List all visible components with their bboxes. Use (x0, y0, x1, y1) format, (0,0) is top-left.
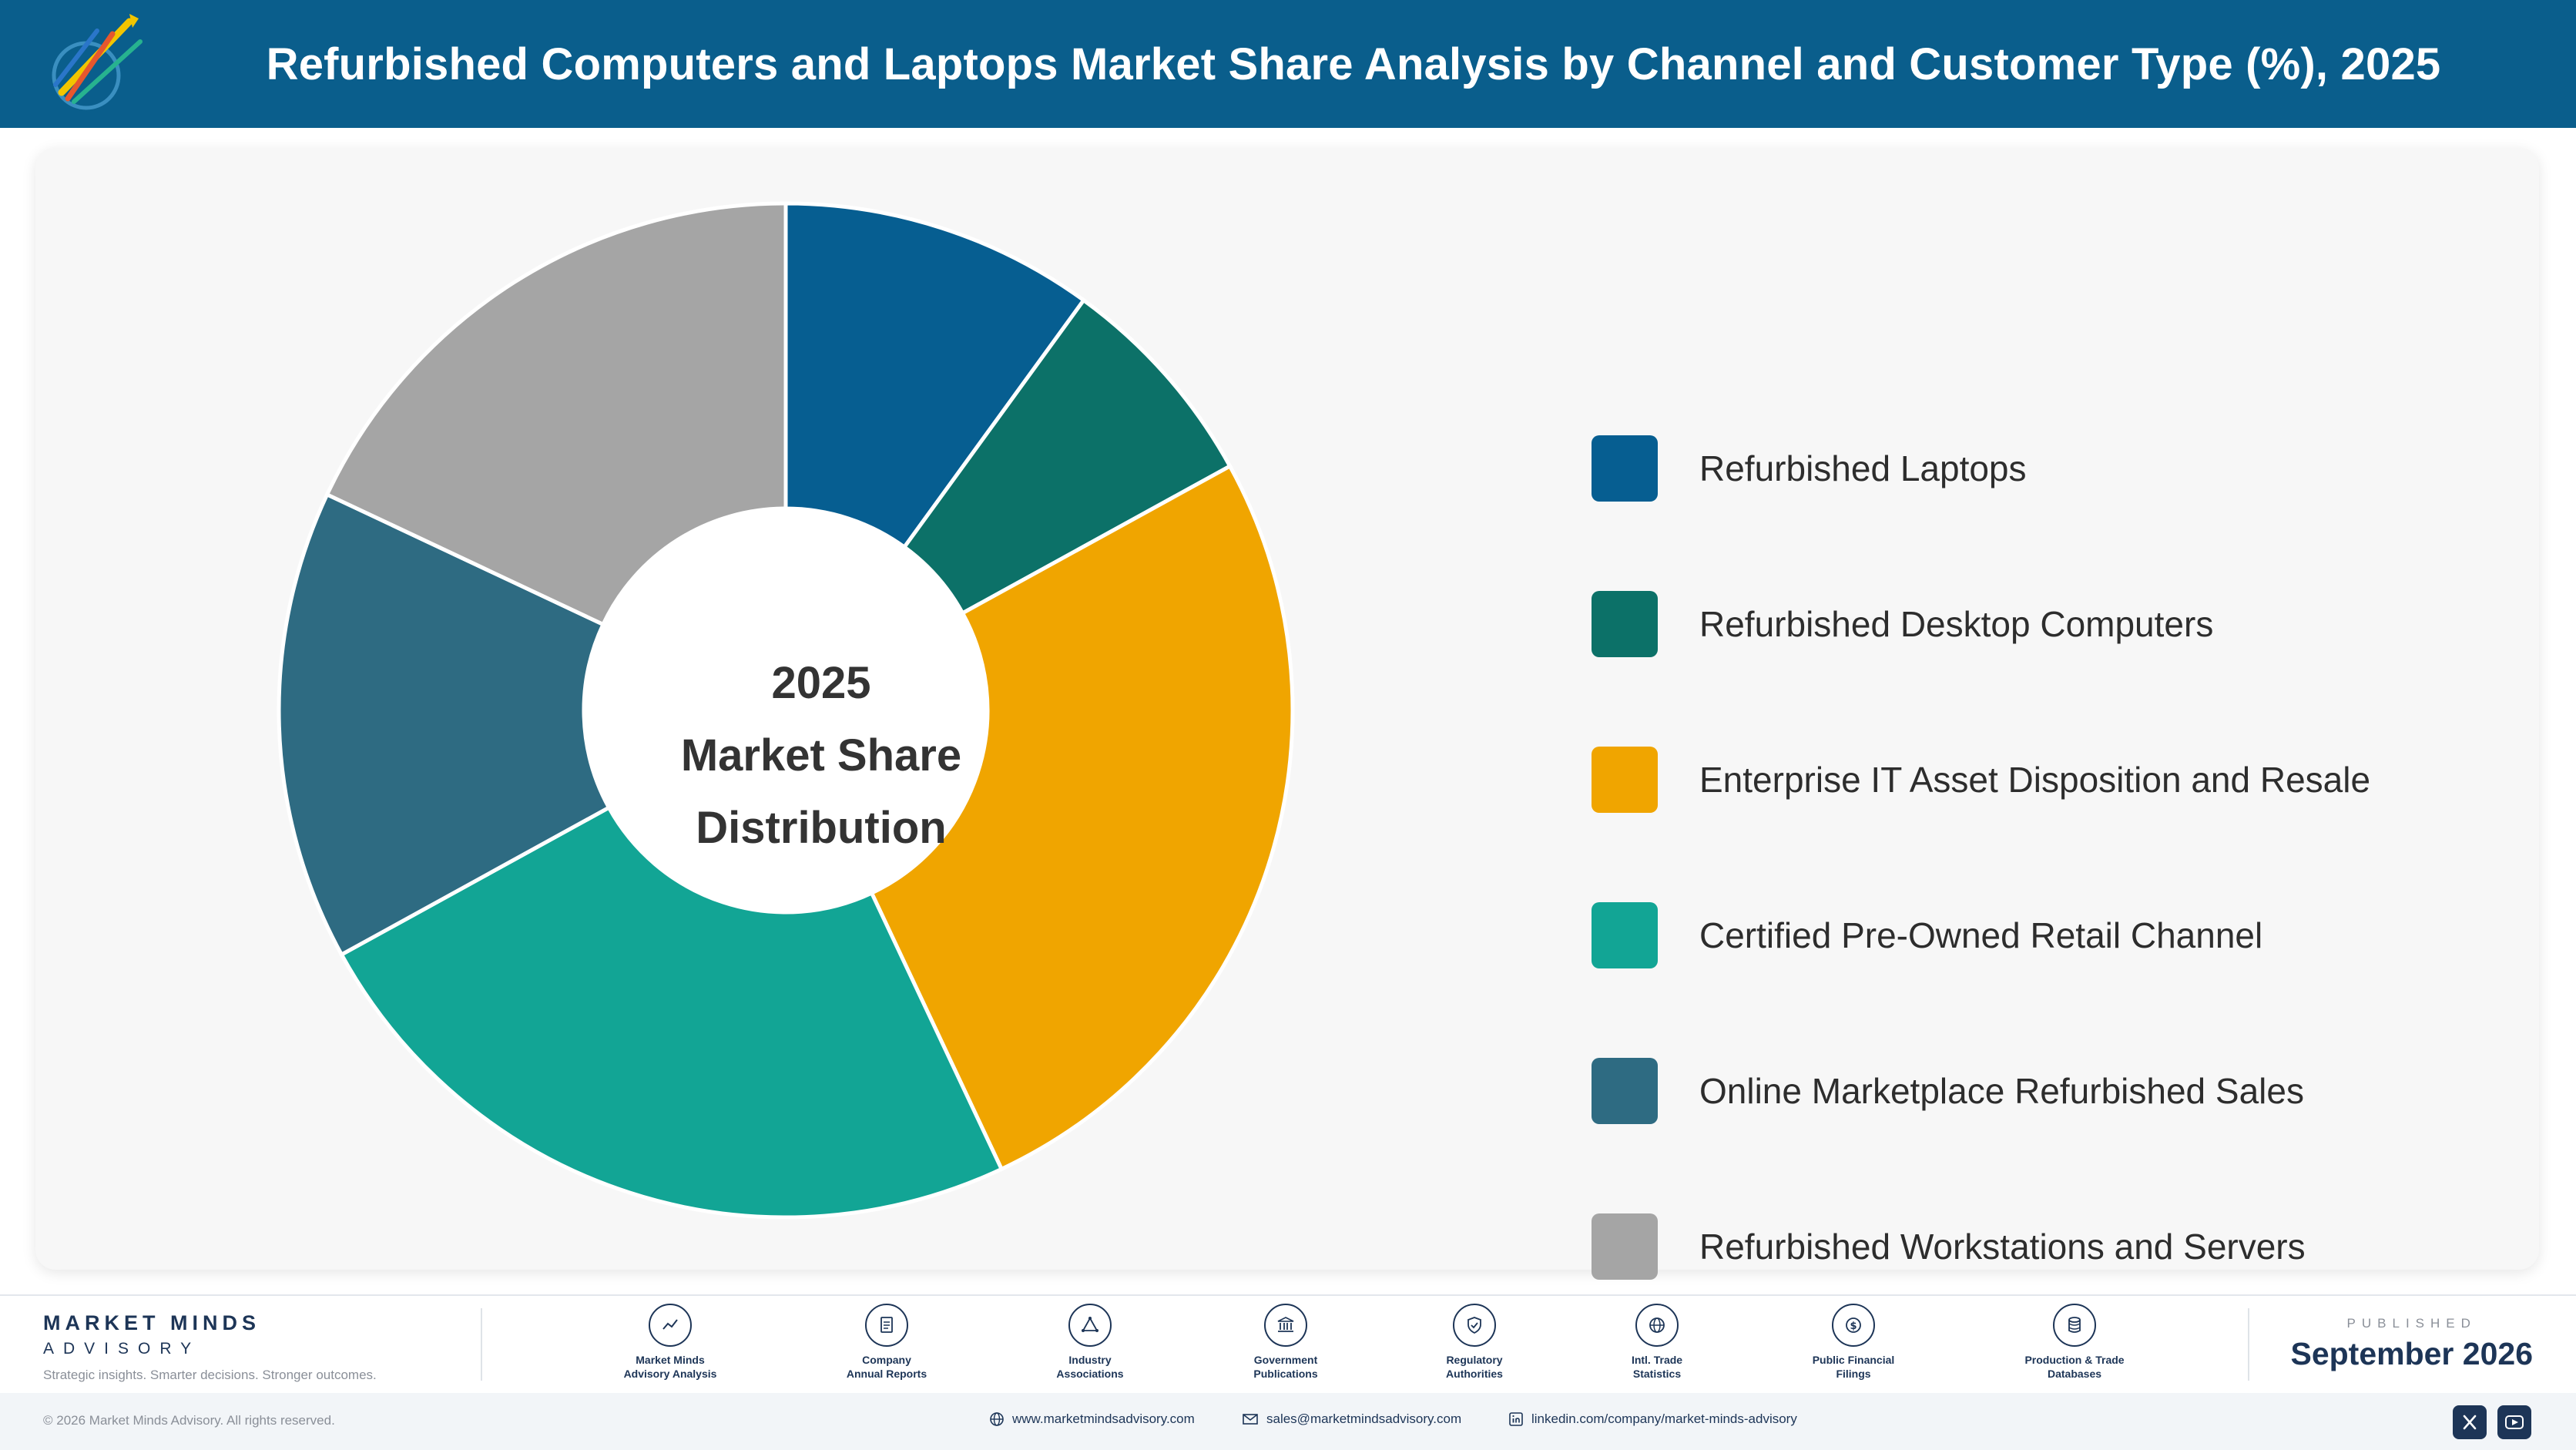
source-item: Market Minds Advisory Analysis (585, 1304, 755, 1381)
source-label: Market Minds Advisory Analysis (623, 1354, 717, 1380)
network-icon (1082, 1317, 1098, 1332)
legend-label: Refurbished Laptops (1699, 448, 2027, 488)
footer-brand: MARKET MINDS ADVISORY Strategic insights… (43, 1311, 377, 1383)
brand-name: MARKET MINDS (43, 1311, 260, 1334)
legend-label: Refurbished Workstations and Servers (1699, 1227, 2306, 1267)
brand-subtitle: ADVISORY (43, 1340, 201, 1358)
legend-label: Certified Pre-Owned Retail Channel (1699, 915, 2263, 955)
website-text: www.marketmindsadvisory.com (1012, 1411, 1195, 1426)
source-item: Production & Trade Databases (1990, 1304, 2159, 1381)
legend-label: Enterprise IT Asset Disposition and Resa… (1699, 760, 2371, 800)
legend-item: Refurbished Desktop Computers (1592, 590, 2516, 658)
document-icon (880, 1317, 893, 1333)
video-play-icon (2505, 1415, 2524, 1429)
globe-icon (990, 1412, 1004, 1426)
copyright-text: © 2026 Market Minds Advisory. All rights… (43, 1413, 335, 1428)
shield-check-icon (1467, 1317, 1481, 1334)
globe-icon (1649, 1317, 1665, 1333)
legend-item: Online Marketplace Refurbished Sales (1592, 1057, 2516, 1125)
footer: MARKET MINDS ADVISORY Strategic insights… (0, 1294, 2576, 1450)
legend-swatch (1592, 1058, 1658, 1124)
footer-divider-left (481, 1308, 482, 1381)
source-item: Company Annual Reports (802, 1304, 971, 1381)
donut-center-hole (584, 509, 988, 912)
linkedin-text: linkedin.com/company/market-minds-adviso… (1531, 1411, 1797, 1426)
legend-swatch (1592, 747, 1658, 813)
source-item: Intl. Trade Statistics (1572, 1304, 1742, 1381)
source-label: Industry Associations (1056, 1354, 1124, 1380)
source-item: Government Publications (1201, 1304, 1370, 1381)
source-label: Production & Trade Databases (2024, 1354, 2125, 1380)
email-text: sales@marketmindsadvisory.com (1266, 1411, 1462, 1426)
legend-swatch (1592, 1213, 1658, 1280)
center-label-year: 2025 (771, 658, 871, 708)
published-date: September 2026 (2290, 1336, 2533, 1371)
x-logo-icon (2463, 1415, 2477, 1430)
source-item: $ Public Financial Filings (1769, 1304, 1938, 1381)
source-label: Company Annual Reports (846, 1354, 927, 1380)
source-item: Regulatory Authorities (1390, 1304, 1559, 1381)
chart-line-icon (662, 1319, 678, 1330)
company-logo-icon (52, 14, 143, 110)
footer-divider-right (2248, 1308, 2249, 1381)
center-label-line2: Market Share (680, 730, 962, 780)
x-social-button[interactable] (2453, 1405, 2487, 1439)
dollar-coin-icon: $ (1846, 1317, 1861, 1333)
linkedin-link[interactable]: linkedin.com/company/market-minds-adviso… (1508, 1411, 1797, 1427)
data-sources-row: Market Minds Advisory Analysis Company An… (0, 1304, 2576, 1388)
published-block: PUBLISHED September 2026 (2290, 1316, 2533, 1372)
legend-swatch (1592, 591, 1658, 657)
header-bar: Refurbished Computers and Laptops Market… (0, 0, 2576, 128)
donut-chart (277, 201, 1295, 1220)
website-link[interactable]: www.marketmindsadvisory.com (989, 1411, 1195, 1427)
legend-swatch (1592, 435, 1658, 502)
chart-card: 2025 Market Share Distribution Refurbish… (35, 148, 2539, 1280)
chart-center-label: 2025 Market Share Distribution (621, 647, 1021, 864)
brand-tagline: Strategic insights. Smarter decisions. S… (43, 1368, 377, 1382)
legend-label: Online Marketplace Refurbished Sales (1699, 1071, 2304, 1111)
page-title: Refurbished Computers and Laptops Market… (266, 39, 2441, 89)
source-item: Industry Associations (1005, 1304, 1175, 1381)
envelope-icon (1243, 1414, 1258, 1425)
linkedin-icon (1509, 1412, 1523, 1426)
email-link[interactable]: sales@marketmindsadvisory.com (1242, 1411, 1461, 1427)
source-label: Public Financial Filings (1812, 1354, 1895, 1380)
legend-item: Enterprise IT Asset Disposition and Resa… (1592, 746, 2516, 814)
source-label: Regulatory Authorities (1446, 1354, 1503, 1380)
legend-swatch (1592, 902, 1658, 968)
published-label: PUBLISHED (2346, 1316, 2477, 1331)
government-building-icon (1277, 1317, 1294, 1332)
source-label: Intl. Trade Statistics (1631, 1354, 1683, 1380)
legend-label: Refurbished Desktop Computers (1699, 604, 2214, 644)
footer-bottom-bar: © 2026 Market Minds Advisory. All rights… (0, 1393, 2576, 1450)
center-label-line3: Distribution (696, 803, 947, 853)
legend-item: Refurbished Workstations and Servers (1592, 1213, 2516, 1280)
legend-item: Certified Pre-Owned Retail Channel (1592, 901, 2516, 969)
database-icon (2068, 1317, 2081, 1333)
source-label: Government Publications (1253, 1354, 1318, 1380)
youtube-social-button[interactable] (2497, 1405, 2531, 1439)
legend-item: Refurbished Laptops (1592, 435, 2516, 502)
svg-text:$: $ (1850, 1321, 1857, 1332)
